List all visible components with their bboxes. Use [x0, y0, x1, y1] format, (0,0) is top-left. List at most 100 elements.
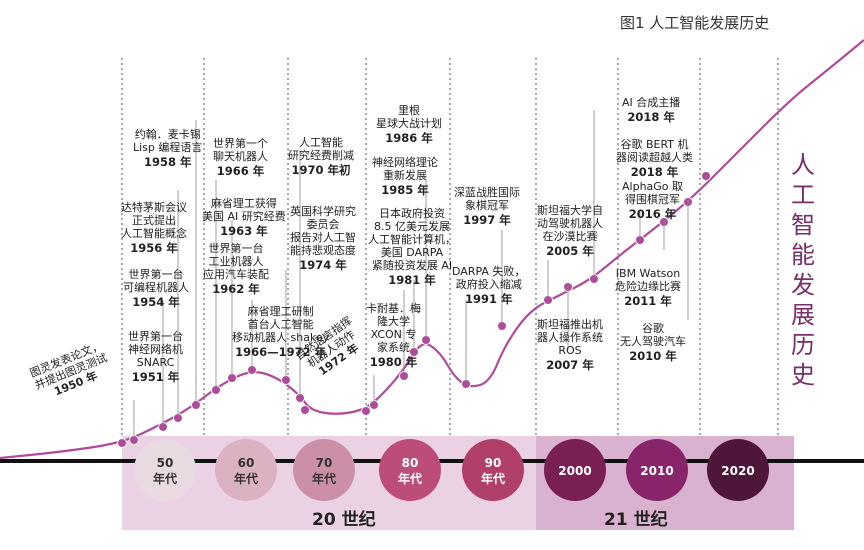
event-year: 1985 年: [381, 183, 429, 197]
event-year: 1974 年: [299, 258, 347, 272]
event-year: 2011 年: [624, 294, 672, 308]
era-circle: [293, 439, 355, 501]
event-text: DARPA 失败， 政府投入缩减: [452, 265, 526, 291]
era-circle: [626, 439, 688, 501]
event-label: 日本政府投资 8.5 亿美元发展 人工智能计算机， 美国 DARPA 紧随投资发…: [368, 207, 456, 287]
era-label: 2000: [558, 464, 591, 478]
event-label: 卡耐基．梅 隆大学 XCON 专 家系统 1980 年: [366, 302, 421, 369]
event-text: AI 合成主播: [622, 96, 681, 109]
event-label: 世界第一台 神经网络机 SNARC 1951 年: [128, 330, 183, 384]
event-label: 里根 星球大战计划 1986 年: [376, 104, 442, 145]
event-text: 麻省理工获得 美国 AI 研究经费: [202, 197, 286, 223]
figure-title: 图1 人工智能发展历史: [620, 14, 770, 32]
event-dot: [361, 406, 371, 416]
event-year: 1966 年: [216, 164, 265, 178]
event-text: 谷歌 无人驾驶汽车: [620, 322, 686, 348]
event-year: 1951 年: [131, 370, 180, 384]
era-circle: [462, 439, 524, 501]
event-year: 2018 年: [630, 165, 679, 179]
event-text: 斯坦福推出机 器人操作系统 ROS: [537, 318, 603, 357]
event-text: 世界第一台 神经网络机 SNARC: [128, 330, 183, 369]
era-label: 90: [485, 456, 502, 470]
event-label: 世界第一个 聊天机器人 1966 年: [213, 137, 268, 178]
era-sublabel: 年代: [481, 471, 505, 486]
event-label: 谷歌 BERT 机 器阅读超越人类 2018 年: [616, 138, 693, 179]
event-label: 世界第一台 工业机器人 应用汽车装配 1962 年: [203, 242, 269, 296]
event-label: DARPA 失败， 政府投入缩减 1991 年: [452, 265, 525, 306]
event-year: 1958 年: [143, 155, 192, 169]
event-label: 人工智能 研究经费削减 1970 年初: [288, 136, 354, 177]
event-year: 1962 年: [212, 282, 260, 296]
event-text: 神经网络理论 重新发展: [372, 156, 438, 182]
event-dot: [701, 171, 711, 181]
event-year: 1956 年: [130, 241, 178, 255]
event-year: 2007 年: [546, 358, 594, 372]
era-label: 60: [238, 456, 255, 470]
event-year: 1970 年初: [291, 163, 351, 177]
event-label: 谷歌 无人驾驶汽车 2010 年: [620, 322, 686, 363]
event-label: IBM Watson 危险边缘比赛 2011 年: [615, 267, 681, 308]
era-label: 2010: [640, 464, 673, 478]
event-text: 里根 星球大战计划: [376, 104, 442, 130]
event-dot: [117, 438, 127, 448]
event-text: 人工智能 研究经费削减: [288, 136, 354, 162]
event-text: AlphaGo 取 得围棋冠军: [622, 180, 684, 206]
era-label: 50: [157, 456, 174, 470]
century-21-label: 21 世纪: [604, 510, 668, 530]
event-text: 麻省理工研制 首台人工智能 移动机器人 shakey: [232, 305, 330, 344]
era-sublabel: 年代: [312, 471, 336, 486]
event-year: 2010 年: [629, 349, 677, 363]
event-label: 世界第一台 可编程机器人 1954 年: [123, 268, 189, 309]
event-label: 英国科学研究 委员会 报告对人工智 能持悲观态度 1974 年: [290, 205, 356, 272]
event-text: 斯坦福大学自 动驾驶机器人 在沙漠比赛: [537, 204, 603, 243]
event-year: 2018 年: [627, 110, 675, 124]
event-year: 2005 年: [546, 244, 594, 258]
event-label: 约翰．麦卡锡 Lisp 编程语言 1958 年: [133, 128, 202, 169]
event-dot: [300, 405, 310, 415]
era-sublabel: 年代: [153, 471, 177, 486]
era-label: 2020: [721, 464, 754, 478]
event-text: 达特茅斯会议 正式提出 人工智能概念: [121, 201, 187, 240]
era-circle: [134, 439, 196, 501]
event-label: 深蓝战胜国际 象棋冠军 1997 年: [454, 186, 520, 227]
era-sublabel: 年代: [398, 471, 422, 486]
event-label: 斯坦福推出机 器人操作系统 ROS 2007 年: [537, 318, 603, 372]
event-year: 1980 年: [369, 355, 418, 369]
era-sublabel: 年代: [234, 471, 258, 486]
era-label: 80: [402, 456, 419, 470]
event-text: 世界第一个 聊天机器人: [213, 137, 268, 163]
event-label: 达特茅斯会议 正式提出 人工智能概念 1956 年: [121, 201, 187, 255]
event-text: 深蓝战胜国际 象棋冠军: [454, 186, 520, 212]
event-year: 1991 年: [464, 292, 513, 306]
event-year: 2016 年: [628, 207, 677, 221]
event-year: 1981 年: [388, 273, 436, 287]
event-text: 约翰．麦卡锡 Lisp 编程语言: [133, 128, 203, 154]
event-year: 1954 年: [132, 295, 180, 309]
event-year: 1997 年: [463, 213, 511, 227]
event-text: 谷歌 BERT 机 器阅读超越人类: [616, 138, 693, 164]
event-text: 日本政府投资 8.5 亿美元发展 人工智能计算机， 美国 DARPA 紧随投资发…: [368, 207, 456, 272]
event-label: AlphaGo 取 得围棋冠军 2016 年: [622, 180, 683, 221]
event-year: 1963 年: [220, 224, 268, 238]
event-label: 麻省理工研制 首台人工智能 移动机器人 shakey 1966—1972 年: [232, 305, 329, 359]
event-label: 斯坦福大学自 动驾驶机器人 在沙漠比赛 2005 年: [537, 204, 603, 258]
era-label: 70: [316, 456, 333, 470]
event-text: 世界第一台 工业机器人 应用汽车装配: [203, 242, 269, 281]
era-circle: [544, 439, 606, 501]
era-circle: [215, 439, 277, 501]
event-text: IBM Watson 危险边缘比赛: [615, 267, 681, 293]
event-text: 卡耐基．梅 隆大学 XCON 专 家系统: [366, 302, 421, 354]
era-circle: [707, 439, 769, 501]
event-text: 世界第一台 可编程机器人: [123, 268, 189, 294]
event-label: 神经网络理论 重新发展 1985 年: [372, 156, 438, 197]
event-year: 1986 年: [385, 131, 433, 145]
event-text: 英国科学研究 委员会 报告对人工智 能持悲观态度: [290, 205, 356, 257]
event-year: 1966—1972 年: [235, 345, 327, 359]
event-label: AI 合成主播 2018 年: [622, 96, 680, 124]
side-title: 人工智能发展历史: [791, 151, 815, 389]
century-20-label: 20 世纪: [312, 510, 376, 530]
event-label: 麻省理工获得 美国 AI 研究经费 1963 年: [202, 197, 286, 238]
era-circle: [379, 439, 441, 501]
